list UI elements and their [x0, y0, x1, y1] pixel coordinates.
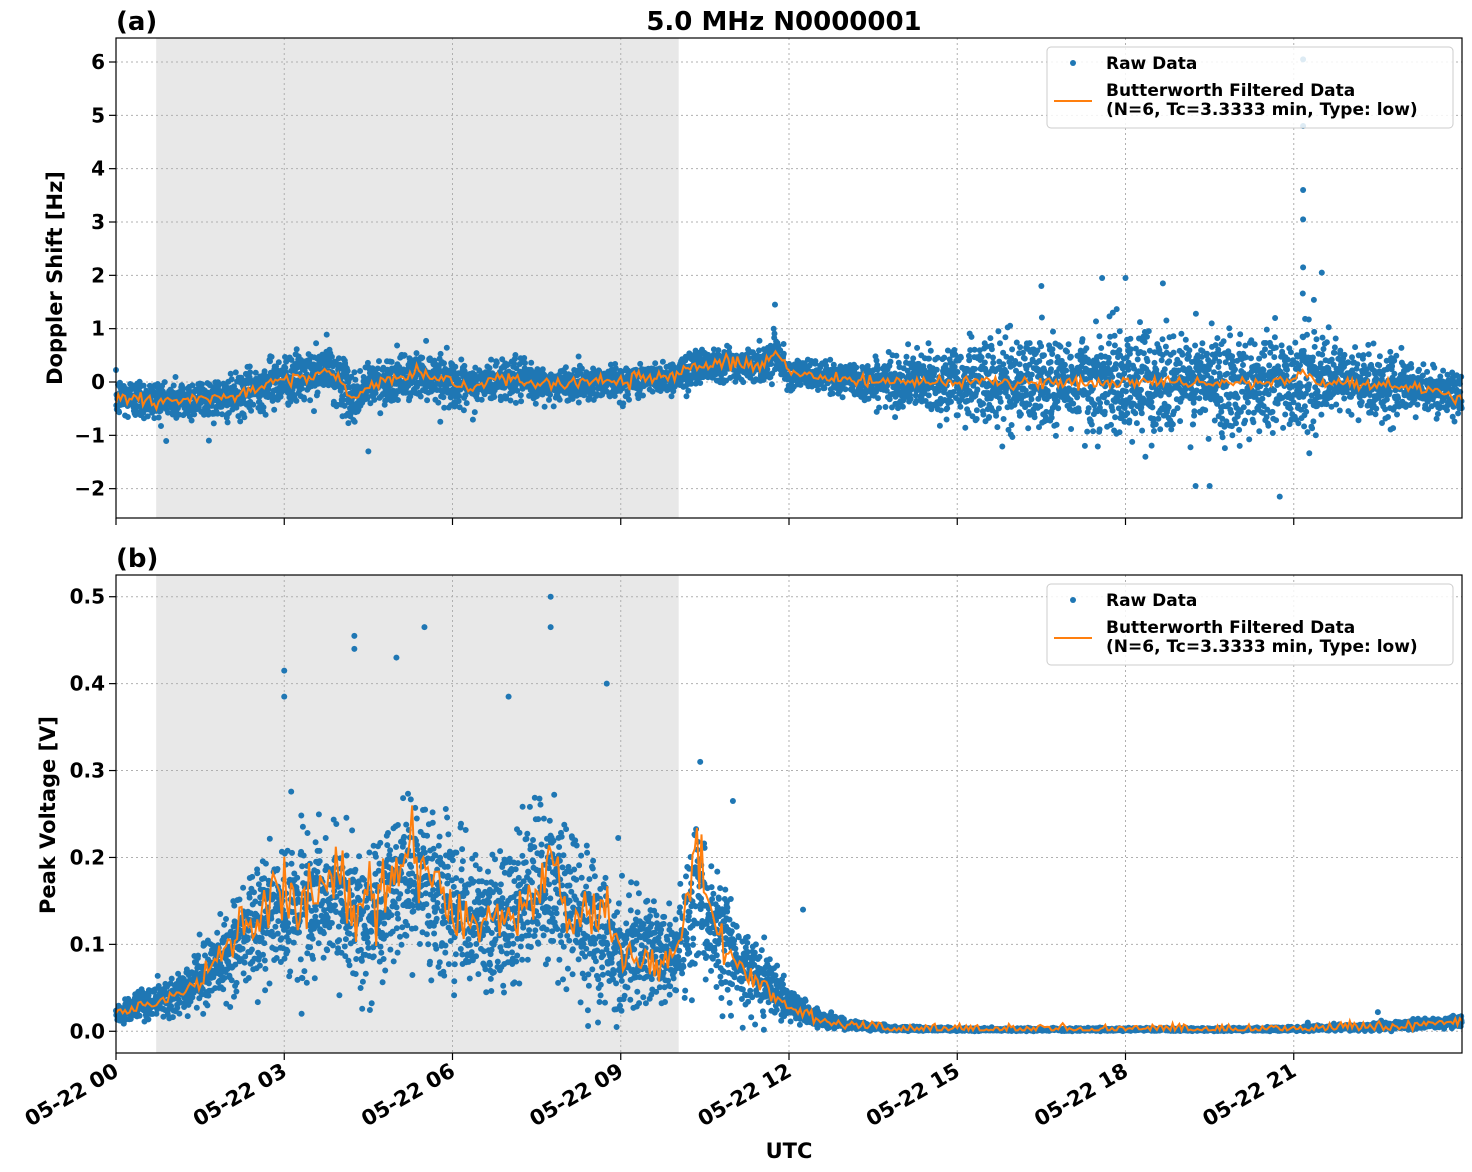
raw-data-outlier	[547, 593, 554, 600]
raw-data-outlier	[365, 448, 372, 455]
y-tick-label: 1	[91, 317, 105, 341]
y-tick-label: 5	[91, 103, 105, 127]
raw-data-outlier	[351, 645, 358, 652]
x-tick-label: 05-22 06	[357, 1059, 459, 1132]
raw-data-outlier	[281, 667, 288, 674]
raw-data-outlier	[351, 632, 358, 639]
y-tick-label: 0	[91, 370, 105, 394]
raw-data-outlier	[281, 693, 288, 700]
x-tick-label: 05-22 03	[189, 1059, 291, 1132]
panel-b-legend-box	[1046, 583, 1454, 666]
panel-a-legend-raw-label: Raw Data	[1106, 54, 1197, 74]
panel-a-y-axis: −2 −1 0 1 2 3 4 5 6	[74, 50, 116, 501]
panel-a-shaded-interval	[156, 38, 679, 518]
legend-filtered-label-line: Butterworth Filtered Data	[1106, 618, 1355, 638]
raw-data-outlier	[1374, 1009, 1381, 1016]
raw-data-outlier	[729, 797, 736, 804]
panel-b-filtered-line	[115, 805, 1463, 1034]
raw-data-outlier	[771, 301, 778, 308]
raw-data-outlier	[1300, 187, 1307, 193]
raw-data-outlier	[1122, 275, 1129, 281]
panel-b-y-axis: 0.0 0.1 0.2 0.3 0.4 0.5	[70, 585, 116, 1043]
legend-filtered-label-line: Butterworth Filtered Data	[1106, 81, 1355, 101]
y-tick-label: 3	[91, 210, 105, 234]
y-tick-label: 6	[91, 50, 105, 74]
y-tick-label: 0.4	[70, 672, 105, 696]
raw-data-outlier	[1300, 264, 1307, 271]
y-tick-label: 4	[91, 157, 105, 181]
raw-data-outlier	[393, 654, 400, 661]
raw-data-outlier	[603, 680, 610, 687]
y-tick-label: 0.5	[70, 585, 105, 609]
raw-data-points	[113, 290, 1465, 460]
panel-b-ylabel: Peak Voltage [V]	[36, 716, 60, 914]
panel-a: −2 −1 0 1 2 3 4 5 6 (a) Doppler Shift [Hz] Raw D…	[43, 7, 1465, 525]
y-tick-label: 2	[91, 263, 105, 287]
raw-data-points	[113, 788, 1465, 1035]
raw-data-outlier	[697, 758, 704, 765]
panel-a-filtered-line	[115, 349, 1463, 413]
x-tick-label: 05-22 21	[1198, 1059, 1300, 1132]
x-axis-label: UTC	[766, 1139, 813, 1163]
figure-title: 5.0 MHz N0000001	[646, 7, 921, 37]
panel-b-x-axis: 05-22 00 05-22 03 05-22 06 05-22 09 05-22 12…	[21, 1053, 1300, 1132]
panel-a-legend-box	[1046, 46, 1454, 129]
raw-data-outlier	[1318, 269, 1325, 276]
legend-filtered-label-line: (N=6, Tc=3.3333 min, Type: low)	[1106, 637, 1418, 657]
panel-b-legend: Raw Data Butterworth Filtered Data (N=6, …	[1046, 583, 1454, 666]
y-tick-label: 0.2	[70, 845, 105, 869]
raw-data-outlier	[1304, 1019, 1311, 1026]
raw-data-outlier	[1192, 483, 1199, 489]
panel-b-legend-raw-label: Raw Data	[1106, 591, 1197, 611]
raw-data-outlier	[1099, 275, 1106, 281]
y-tick-label: 0.0	[70, 1019, 105, 1043]
raw-data-outlier	[1159, 280, 1166, 287]
panel-b: 0.00.10.20.30.40.5 05-22 00 05-22 03 05-22…	[21, 544, 1465, 1131]
x-tick-label: 05-22 09	[525, 1059, 627, 1132]
y-tick-label: 0.1	[70, 932, 105, 956]
y-tick-label: 0.3	[70, 759, 105, 783]
legend-filtered-label-line: (N=6, Tc=3.3333 min, Type: low)	[1106, 100, 1418, 120]
raw-data-outlier	[1276, 493, 1283, 500]
panel-a-legend-filtered-label: Butterworth Filtered Data (N=6, Tc=3.3333…	[1106, 81, 1418, 120]
raw-data-outlier	[421, 624, 428, 631]
x-tick-label: 05-22 12	[694, 1059, 796, 1132]
x-tick-label: 05-22 00	[21, 1059, 123, 1132]
panel-b-label: (b)	[116, 544, 158, 574]
y-tick-label: −1	[74, 423, 105, 447]
x-tick-label: 05-22 18	[1030, 1059, 1132, 1132]
panel-b-scatter	[113, 593, 1465, 1035]
raw-data-outlier	[505, 693, 512, 700]
raw-data-outlier	[1038, 283, 1045, 289]
raw-data-outlier	[1300, 216, 1307, 223]
raw-data-outlier	[547, 624, 554, 631]
panel-b-legend-raw-marker	[1070, 597, 1076, 603]
panel-a-legend: Raw Data Butterworth Filtered Data (N=6, …	[1046, 46, 1454, 129]
y-tick-label: −2	[74, 477, 105, 501]
raw-data-outlier	[800, 906, 807, 913]
x-tick-label: 05-22 15	[862, 1059, 964, 1132]
panel-b-legend-filtered-label: Butterworth Filtered Data (N=6, Tc=3.3333…	[1106, 618, 1418, 657]
panel-a-x-ticks	[115, 518, 1295, 525]
raw-data-outlier	[1206, 483, 1213, 489]
panel-a-legend-raw-marker	[1070, 60, 1076, 66]
panel-a-label: (a)	[116, 7, 157, 37]
panel-a-ylabel: Doppler Shift [Hz]	[43, 171, 67, 385]
